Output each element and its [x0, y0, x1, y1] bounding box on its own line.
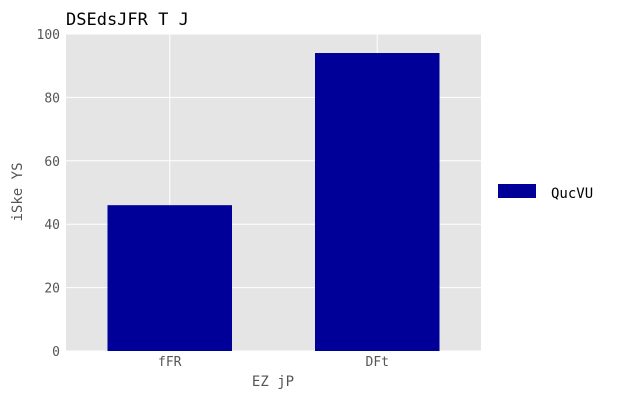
- bar-DFt: [315, 53, 440, 352]
- bars: [107, 53, 440, 352]
- bar-fFR: [107, 205, 232, 351]
- y-tick-label: 80: [44, 91, 60, 106]
- x-tick-label: DFt: [366, 355, 389, 370]
- x-axis-label: EZ jP: [252, 374, 294, 390]
- x-axis-ticks: fFR DFt: [158, 355, 389, 370]
- y-axis-ticks: 0 20 40 60 80 100: [37, 28, 60, 360]
- x-tick-label: fFR: [158, 355, 182, 370]
- y-tick-label: 20: [44, 282, 60, 297]
- chart-title: DSEdsJFR T J: [66, 10, 189, 30]
- y-axis-label: iSke YS: [10, 162, 26, 221]
- y-tick-label: 60: [44, 155, 60, 170]
- legend-swatch: [498, 184, 536, 198]
- y-tick-label: 100: [37, 28, 60, 43]
- legend-label: QucVU: [551, 186, 593, 202]
- y-tick-label: 0: [52, 345, 60, 360]
- legend: QucVU: [498, 184, 593, 202]
- y-tick-label: 40: [44, 218, 60, 233]
